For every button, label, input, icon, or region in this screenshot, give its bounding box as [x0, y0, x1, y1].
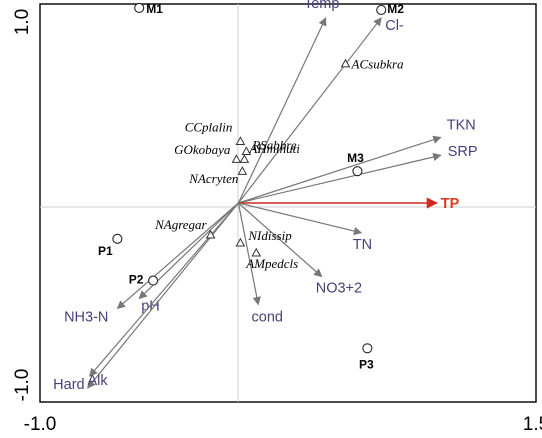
- vector-label-no3-2: NO3+2: [316, 281, 362, 297]
- species-marker-rsabbre: [241, 146, 252, 155]
- plot-frame: [39, 3, 537, 403]
- vector-no3-2: [238, 202, 323, 278]
- species-label-gokobaya: GOkobaya: [174, 142, 231, 157]
- species-label-nacryten: NAcryten: [188, 171, 238, 186]
- vector-label-nh3-n: NH3-N: [64, 309, 108, 325]
- site-label-m3: M3: [347, 151, 364, 165]
- site-marker-p1: [112, 233, 123, 244]
- species-marker-ahminuti: [239, 154, 250, 163]
- x-tick-min: -1.0: [24, 414, 57, 435]
- vector-cond: [237, 202, 261, 306]
- site-markers: M1 M2 M3 P1 P2 P3: [98, 2, 404, 371]
- species-marker-nacryten: [237, 166, 248, 175]
- species-marker-gokobaya: [231, 154, 242, 163]
- y-tick-max: 1.0: [12, 9, 33, 35]
- site-label-m2: M2: [387, 2, 404, 16]
- species-label-rsabbre: RSabbre: [251, 137, 297, 152]
- vector-tkn: [238, 135, 442, 204]
- vector-label-srp: SRP: [448, 144, 478, 160]
- vector-srp: [238, 152, 442, 204]
- species-label-acsubkra: ACsubkra: [351, 57, 405, 72]
- site-marker-m1: [134, 2, 145, 14]
- species-marker-ccplalin: [235, 136, 246, 146]
- vector-temp: [237, 17, 327, 204]
- vector-tn: [238, 202, 363, 236]
- vector-label-hard: Hard: [53, 377, 84, 393]
- vector-label-cond: cond: [252, 309, 283, 325]
- species-marker-nagregar: [205, 229, 216, 239]
- site-marker-p2: [148, 275, 159, 286]
- vector-label-cl: Cl-: [385, 18, 404, 34]
- species-marker-ampedcls: [251, 247, 262, 257]
- site-marker-m3: [352, 166, 363, 177]
- site-marker-m2: [376, 4, 387, 16]
- y-tick-min: -1.0: [12, 369, 33, 402]
- site-marker-p3: [362, 343, 373, 354]
- site-label-p1: P1: [98, 244, 113, 258]
- vector-label-tn: TN: [353, 237, 372, 253]
- species-label-ccplalin: CCplalin: [185, 119, 233, 134]
- vector-hard: [87, 202, 239, 389]
- species-label-nidissip: NIdissip: [247, 228, 292, 243]
- x-tick-max: 1.5: [523, 414, 542, 435]
- vector-label-alk: Alk: [88, 373, 109, 389]
- species-label-ahminuti: AHminuti: [248, 141, 300, 156]
- vector-alk: [89, 202, 239, 377]
- vector-nh3-n: [116, 202, 239, 310]
- species-markers: ACsubkra CCplalin RSabbre GOkobaya AHminuti N…: [154, 57, 404, 271]
- site-label-m1: M1: [146, 2, 163, 16]
- species-marker-acsubkra: [340, 58, 351, 68]
- vector-cl: [237, 17, 382, 204]
- site-label-p2: P2: [129, 273, 144, 287]
- site-label-p3: P3: [359, 357, 374, 371]
- species-marker-nidissip: [235, 237, 246, 247]
- vector-label-tp: TP: [441, 196, 460, 212]
- vector-label-tkn: TKN: [447, 117, 476, 133]
- species-label-ampedcls: AMpedcls: [245, 256, 298, 271]
- species-label-nagregar: NAgregar: [154, 217, 207, 232]
- vector-label-temp: Temp: [304, 0, 339, 12]
